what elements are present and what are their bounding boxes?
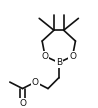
Text: O: O xyxy=(19,99,26,108)
Text: B: B xyxy=(56,58,62,67)
Text: O: O xyxy=(42,52,49,61)
Text: O: O xyxy=(32,78,39,87)
Text: O: O xyxy=(69,52,76,61)
